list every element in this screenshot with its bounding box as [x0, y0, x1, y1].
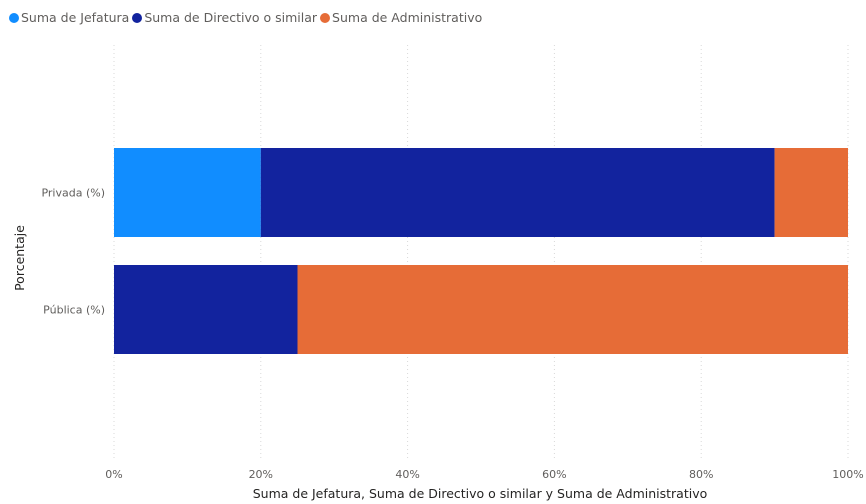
- x-tick-label: 100%: [832, 468, 863, 481]
- x-tick-label: 60%: [542, 468, 566, 481]
- legend: Suma de Jefatura Suma de Directivo o sim…: [9, 10, 485, 25]
- bar-segment[interactable]: [774, 148, 848, 237]
- bar-segment[interactable]: [260, 148, 775, 237]
- legend-item-jefatura[interactable]: Suma de Jefatura: [9, 10, 129, 25]
- x-axis-ticks: 0% 20% 40% 60% 80% 100%: [105, 468, 863, 481]
- legend-marker-administrativo: [320, 12, 331, 23]
- y-axis-ticks: Privada (%) Pública (%): [41, 187, 105, 317]
- gridlines: [113, 45, 849, 458]
- legend-marker-directivo: [132, 12, 143, 23]
- x-axis-title: Suma de Jefatura, Suma de Directivo o si…: [253, 486, 708, 501]
- x-tick-label: 40%: [395, 468, 419, 481]
- legend-label-jefatura: Suma de Jefatura: [21, 10, 130, 25]
- legend-item-administrativo[interactable]: Suma de Administrativo: [320, 10, 482, 25]
- y-axis-title: Porcentaje: [12, 225, 27, 291]
- x-tick-label: 20%: [249, 468, 273, 481]
- x-tick-label: 80%: [689, 468, 713, 481]
- y-tick-label: Pública (%): [43, 304, 105, 317]
- legend-marker-jefatura: [9, 12, 19, 23]
- legend-item-directivo[interactable]: Suma de Directivo o similar: [132, 10, 317, 25]
- x-tick-label: 0%: [105, 468, 122, 481]
- bar-segment[interactable]: [114, 148, 261, 237]
- legend-label-directivo: Suma de Directivo o similar: [144, 10, 318, 25]
- bar-segment[interactable]: [297, 265, 849, 354]
- y-tick-label: Privada (%): [41, 187, 105, 200]
- legend-label-administrativo: Suma de Administrativo: [332, 10, 483, 25]
- bars: [114, 148, 848, 354]
- bar-segment[interactable]: [114, 265, 298, 354]
